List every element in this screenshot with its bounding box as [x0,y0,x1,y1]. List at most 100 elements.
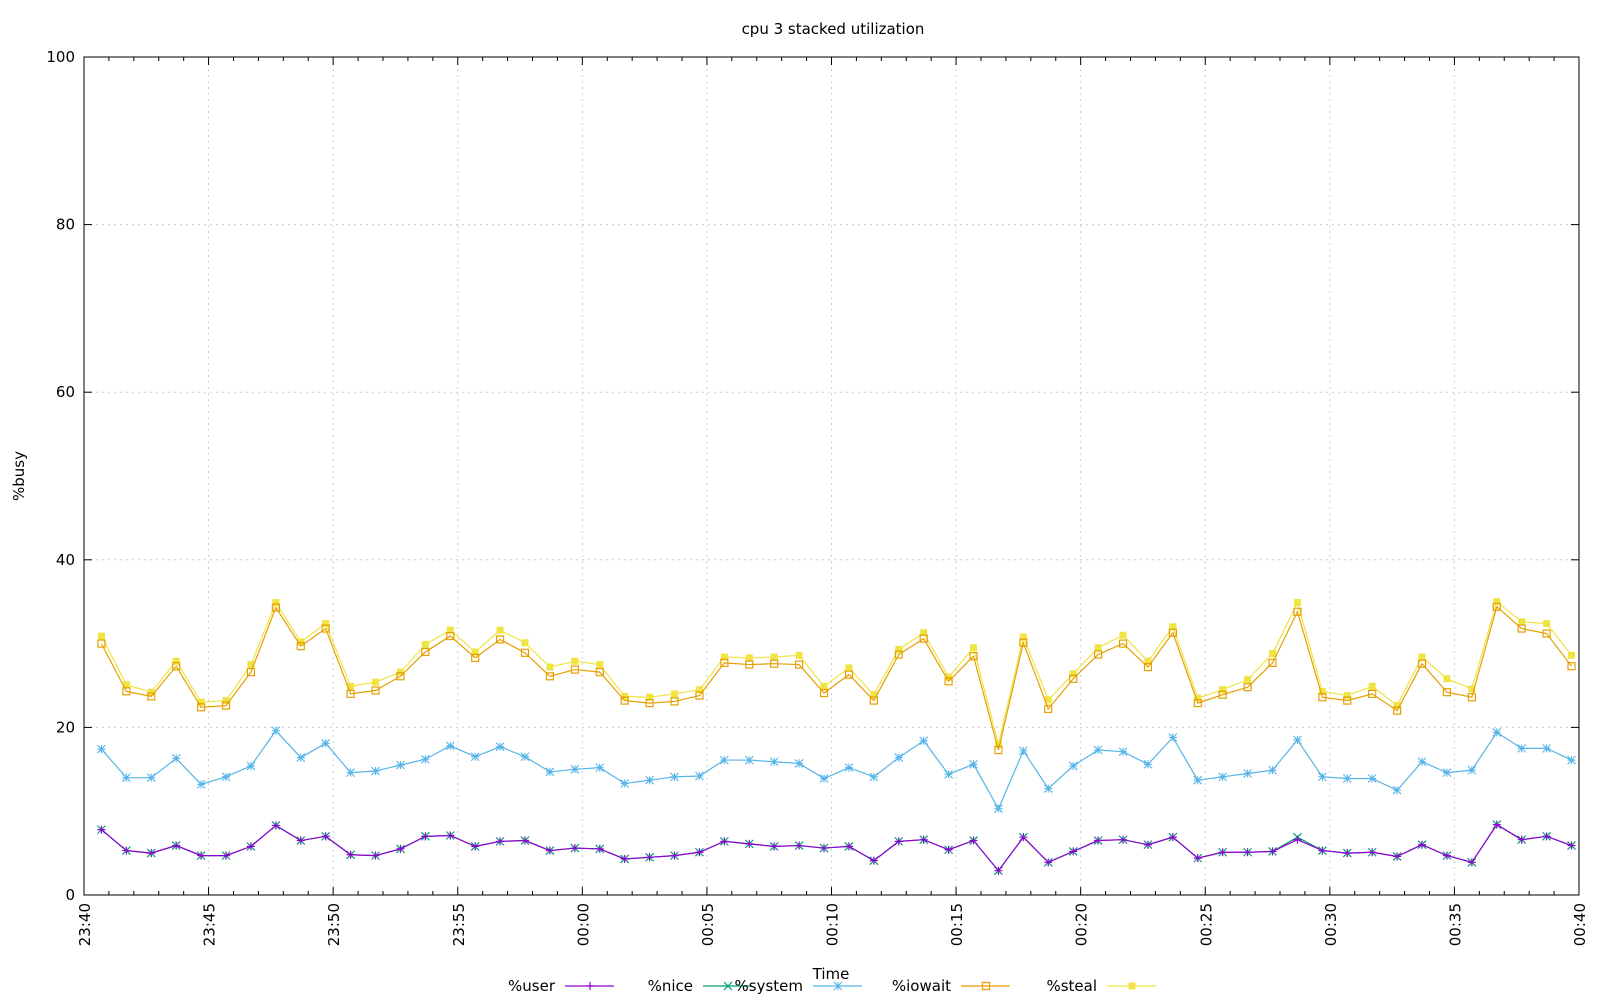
legend-marker [723,981,733,991]
data-point [1567,841,1576,850]
data-point [1193,775,1203,785]
data-point [97,639,106,648]
data-point [296,836,305,845]
data-point [1168,628,1177,637]
data-point [571,657,579,665]
y-axis-label: %busy [10,451,28,501]
data-point [246,842,255,851]
data-point [1567,755,1576,765]
data-point [670,772,679,782]
data-point [446,626,454,634]
x-tick-label: 00:40 [1571,903,1589,946]
data-point [720,837,729,846]
data-point [372,678,380,686]
data-point [570,764,580,774]
data-point [1018,746,1028,756]
data-point [172,841,181,850]
data-point [1118,747,1128,757]
data-point [994,745,1003,755]
data-point [545,846,554,855]
data-point [471,648,479,656]
data-point [894,753,904,762]
data-point [347,682,355,690]
data-point [1094,836,1103,845]
data-point [869,696,878,705]
data-point [1542,629,1551,638]
data-point [720,658,729,667]
y-tick-label: 0 [65,886,75,904]
data-point [172,657,180,665]
data-point [869,856,878,865]
data-point [97,825,106,834]
x-tick-label: 23:55 [450,903,468,946]
data-point [769,757,779,767]
data-point [1418,840,1427,849]
data-point [496,626,504,634]
data-point [695,771,704,781]
data-point [1244,676,1252,684]
y-tick-label: 20 [56,718,75,736]
data-point [1393,706,1402,715]
data-point [1393,852,1402,861]
data-point [944,769,953,779]
data-point [671,690,679,698]
data-point [97,744,106,754]
data-point [321,832,330,841]
data-point [1194,694,1202,702]
x-tick-label: 00:30 [1322,903,1340,946]
data-point [1442,851,1451,860]
data-point [271,603,280,612]
data-point [1243,769,1252,778]
series-line [100,605,1573,751]
data-point [770,842,779,851]
data-point [1243,848,1252,857]
legend-marker [1128,982,1136,990]
data-point [322,619,330,627]
data-point [146,773,156,783]
data-point [744,755,754,765]
data-point [1293,735,1302,745]
data-point [321,624,330,633]
data-point [1368,689,1377,698]
data-point [596,661,604,669]
data-point [1317,772,1327,782]
series-system [97,726,1576,814]
legend-label: %system [735,977,803,995]
data-point [1068,761,1078,771]
data-point [1218,690,1227,699]
x-tick-label: 00:05 [699,903,717,946]
data-point [1044,858,1053,867]
data-point [1069,847,1078,856]
data-point [645,698,654,708]
data-point [172,662,181,671]
legend-label: %user [508,977,556,995]
data-point [1268,658,1277,667]
data-point [246,761,256,771]
data-point [297,638,305,646]
data-point [1119,835,1128,844]
data-point [246,667,256,677]
data-point [496,837,505,846]
data-point [970,644,978,652]
data-point [795,841,804,850]
data-point [1318,687,1326,695]
data-point [595,763,605,773]
y-tick-label: 100 [46,48,75,66]
data-point [920,629,928,637]
data-point [1518,618,1526,626]
data-point [197,851,206,860]
data-point [1293,599,1301,607]
data-point [994,804,1003,814]
data-point [222,697,230,705]
series-line [101,823,1572,872]
data-point [122,687,131,696]
data-point [1517,743,1527,753]
series-line [100,600,1572,745]
data-point [646,693,654,701]
data-point [520,648,530,657]
data-point [1493,598,1501,606]
data-point [620,696,629,705]
x-tick-label: 00:25 [1197,903,1215,946]
data-point [1119,631,1127,639]
